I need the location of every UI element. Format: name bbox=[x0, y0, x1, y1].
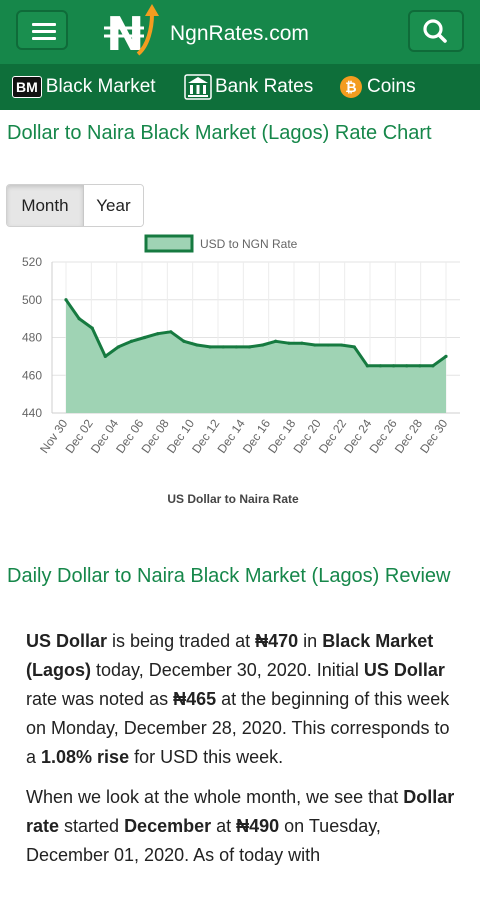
text: at the beginning of this week on Monday,… bbox=[26, 689, 450, 767]
data-point bbox=[247, 345, 252, 349]
x-tick-label: Dec 30 bbox=[417, 416, 450, 455]
data-point bbox=[64, 298, 68, 302]
nav-item-label: Black Market bbox=[45, 76, 156, 97]
legend-label: USD to NGN Rate bbox=[200, 237, 298, 251]
data-point bbox=[234, 345, 238, 349]
search-icon bbox=[423, 19, 447, 43]
data-point bbox=[365, 364, 369, 368]
bank-icon bbox=[184, 74, 212, 100]
bitcoin-icon: ₿ bbox=[340, 76, 362, 98]
review-paragraph-1: US Dollar is being traded at ₦470 in Bla… bbox=[26, 627, 456, 772]
data-point bbox=[90, 326, 94, 330]
hamburger-menu-icon bbox=[32, 23, 56, 26]
data-point bbox=[221, 345, 225, 349]
data-point bbox=[77, 317, 81, 321]
text-strong: ₦465 bbox=[173, 689, 217, 709]
text: is being traded at bbox=[107, 631, 256, 651]
data-point bbox=[208, 345, 212, 349]
text-strong: US Dollar bbox=[363, 660, 445, 680]
text: in bbox=[298, 631, 323, 651]
top-app-bar: N NgnRates.com bbox=[0, 0, 480, 64]
text: at bbox=[211, 816, 237, 836]
chart-legend: USD to NGN Rate bbox=[144, 234, 298, 253]
y-tick-label: 480 bbox=[22, 331, 42, 345]
data-point bbox=[339, 343, 343, 347]
data-point bbox=[313, 343, 317, 347]
data-point bbox=[156, 332, 160, 336]
data-point bbox=[405, 364, 409, 368]
text-strong: Black Market (Lagos) bbox=[26, 631, 434, 680]
data-point bbox=[431, 364, 435, 368]
menu-button[interactable] bbox=[16, 10, 68, 50]
series-area bbox=[66, 299, 446, 413]
site-logo[interactable]: N NgnRates.com bbox=[104, 4, 334, 60]
category-nav: BM Black Market Bank Rates ₿ Coins bbox=[0, 64, 480, 110]
tab-year[interactable]: Year bbox=[83, 185, 143, 226]
review-body: US Dollar is being traded at ₦470 in Bla… bbox=[26, 627, 456, 881]
review-section-title: Daily Dollar to Naira Black Market (Lago… bbox=[7, 565, 451, 587]
data-point bbox=[418, 364, 422, 368]
data-point bbox=[391, 364, 396, 368]
nav-item-label: Bank Rates bbox=[215, 76, 314, 97]
text: rate was noted as bbox=[26, 689, 174, 709]
data-point bbox=[143, 335, 147, 340]
nav-item-bank-rates[interactable]: Bank Rates bbox=[184, 64, 313, 110]
data-point bbox=[300, 341, 304, 345]
site-name: NgnRates.com bbox=[170, 22, 309, 45]
legend-swatch bbox=[144, 234, 194, 253]
period-toggle: Month Year bbox=[6, 184, 144, 227]
text-strong: ₦490 bbox=[236, 816, 280, 836]
text: on Tuesday, December 01, 2020. As of tod… bbox=[26, 816, 381, 865]
text: started bbox=[59, 816, 125, 836]
text: for USD this week. bbox=[129, 747, 284, 767]
text-strong: 1.08% rise bbox=[41, 747, 130, 767]
text: When we look at the whole month, we see … bbox=[26, 787, 404, 807]
data-point bbox=[182, 339, 186, 343]
text-strong: US Dollar bbox=[26, 631, 108, 651]
chart-section-title: Dollar to Naira Black Market (Lagos) Rat… bbox=[7, 122, 432, 144]
y-axis-ticks: 440 460 480 500 520 bbox=[22, 255, 42, 420]
text-strong: December bbox=[124, 816, 212, 836]
data-point bbox=[116, 345, 121, 349]
data-point bbox=[326, 343, 330, 347]
hamburger-line bbox=[32, 30, 56, 33]
y-tick-label: 440 bbox=[22, 406, 42, 420]
data-point bbox=[195, 343, 199, 347]
data-point bbox=[260, 343, 265, 347]
nav-item-black-market[interactable]: BM Black Market bbox=[12, 64, 156, 110]
hamburger-line bbox=[32, 37, 56, 40]
data-point bbox=[378, 364, 383, 368]
text-strong: Dollar rate bbox=[26, 787, 455, 836]
svg-text:N: N bbox=[106, 7, 145, 60]
data-point bbox=[129, 339, 134, 343]
data-point bbox=[352, 345, 356, 349]
y-tick-label: 520 bbox=[22, 255, 42, 269]
data-point bbox=[444, 354, 448, 358]
y-tick-label: 500 bbox=[22, 293, 42, 307]
data-point bbox=[169, 330, 173, 334]
data-point bbox=[274, 339, 278, 343]
series-line bbox=[64, 298, 447, 368]
nav-item-label: Coins bbox=[367, 76, 416, 97]
nav-item-coins[interactable]: ₿ Coins bbox=[340, 64, 416, 110]
x-axis-title: US Dollar to Naira Rate bbox=[167, 492, 299, 506]
text: today, December 30, 2020. Initial bbox=[91, 660, 364, 680]
tab-month[interactable]: Month bbox=[7, 185, 84, 226]
bm-badge-icon: BM bbox=[12, 76, 42, 98]
text-strong: ₦470 bbox=[255, 631, 299, 651]
data-point bbox=[103, 354, 107, 358]
search-button[interactable] bbox=[408, 10, 464, 52]
data-point bbox=[287, 341, 291, 345]
series-points bbox=[64, 298, 448, 368]
naira-logo-icon: N bbox=[104, 4, 159, 60]
y-tick-label: 460 bbox=[22, 368, 42, 382]
review-paragraph-2: When we look at the whole month, we see … bbox=[26, 783, 456, 870]
